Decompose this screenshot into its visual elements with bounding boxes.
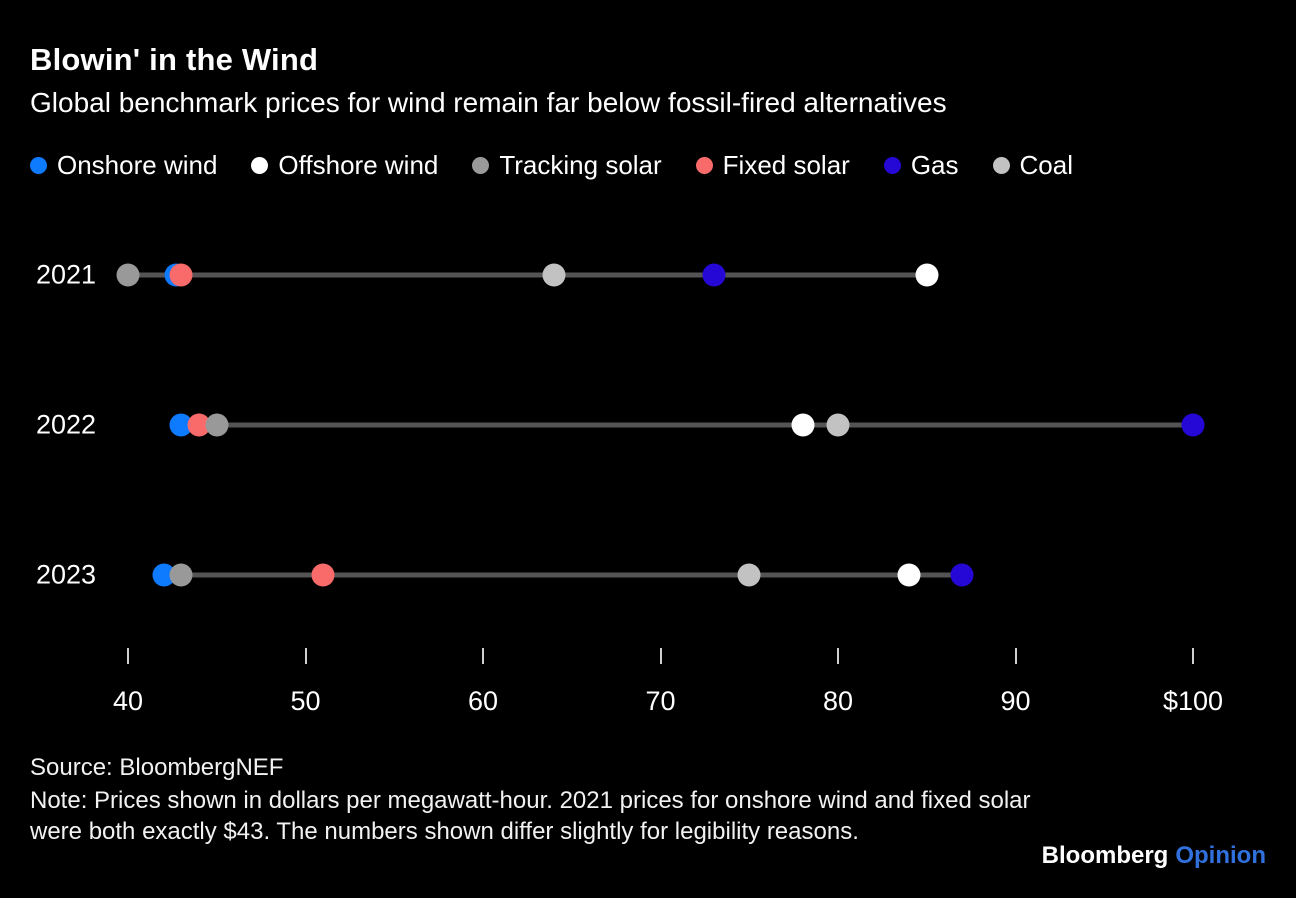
data-point-2023-onshore-wind	[152, 563, 175, 587]
data-point-2021-coal	[542, 263, 566, 287]
x-axis-tick-50	[304, 648, 307, 664]
legend-item-offshore-wind: Offshore wind	[251, 150, 438, 181]
range-line-2022	[181, 422, 1193, 428]
legend-item-onshore-wind: Onshore wind	[30, 150, 217, 181]
gas-legend-dot-icon	[883, 157, 901, 174]
onshore-wind-legend-dot-icon	[30, 157, 47, 174]
data-point-2022-gas	[1181, 413, 1205, 437]
range-line-2021	[128, 272, 927, 278]
legend-label: Coal	[1019, 150, 1073, 180]
legend-label: Fixed solar	[722, 150, 850, 180]
data-point-2021-gas	[702, 263, 726, 287]
legend-item-gas: Gas	[883, 150, 959, 181]
opinion-wordmark: Opinion	[1175, 842, 1266, 869]
data-point-2023-coal	[737, 563, 761, 587]
legend-label: Onshore wind	[57, 150, 218, 180]
source-text: Source: BloombergNEF	[30, 754, 284, 781]
bloomberg-wordmark: Bloomberg	[1041, 842, 1169, 869]
data-point-2022-fixed-solar	[187, 413, 211, 437]
legend-item-tracking-solar: Tracking solar	[472, 150, 662, 181]
data-point-2023-tracking-solar	[169, 563, 193, 587]
data-point-2022-onshore-wind	[169, 413, 193, 437]
x-axis-label-100: $100	[1162, 686, 1224, 716]
data-point-2023-offshore-wind	[897, 563, 921, 587]
x-axis-tick-100	[1192, 648, 1194, 664]
x-axis-label-50: 50	[290, 686, 321, 716]
legend-item-fixed-solar: Fixed solar	[695, 150, 850, 181]
range-line-2023	[163, 572, 963, 578]
legend: Onshore wind Offshore wind Tracking solar F…	[30, 150, 1073, 181]
data-point-2021-tracking-solar	[116, 263, 140, 287]
year-label-2021: 2021	[36, 259, 97, 290]
x-axis-tick-90	[1014, 648, 1017, 664]
offshore-wind-legend-dot-icon	[251, 157, 269, 174]
chart-title: Blowin' in the Wind	[30, 42, 319, 77]
x-axis-label-40: 40	[112, 686, 144, 716]
legend-label: Gas	[910, 150, 959, 180]
year-label-2022: 2022	[36, 409, 97, 440]
data-point-2023-fixed-solar	[311, 563, 335, 587]
tracking-solar-legend-dot-icon	[472, 157, 490, 174]
data-point-2021-offshore-wind	[915, 263, 939, 287]
bloomberg-opinion-logo: Bloomberg Opinion	[1042, 842, 1266, 870]
x-axis-tick-40	[127, 648, 129, 664]
coal-legend-dot-icon	[992, 157, 1010, 174]
data-point-2021-fixed-solar	[169, 263, 193, 287]
legend-label: Tracking solar	[499, 150, 662, 180]
fixed-solar-legend-dot-icon	[695, 157, 713, 174]
x-axis-label-90: 90	[1000, 686, 1031, 716]
x-axis-label-60: 60	[467, 686, 499, 716]
data-point-2022-offshore-wind	[791, 413, 814, 437]
x-axis-label-80: 80	[822, 686, 854, 716]
legend-item-coal: Coal	[992, 150, 1073, 181]
year-label-2023: 2023	[36, 559, 97, 590]
x-axis-label-70: 70	[645, 686, 676, 716]
legend-label: Offshore wind	[278, 150, 439, 180]
chart-subtitle: Global benchmark prices for wind remain …	[30, 87, 947, 118]
x-axis-tick-60	[482, 648, 484, 664]
x-axis-tick-70	[659, 648, 662, 664]
x-axis-tick-80	[837, 648, 839, 664]
data-point-2022-tracking-solar	[205, 413, 229, 437]
data-point-2022-coal	[826, 413, 850, 437]
note-text: Note: Prices shown in dollars per megawa…	[30, 787, 1031, 845]
data-point-2023-gas	[950, 563, 974, 587]
